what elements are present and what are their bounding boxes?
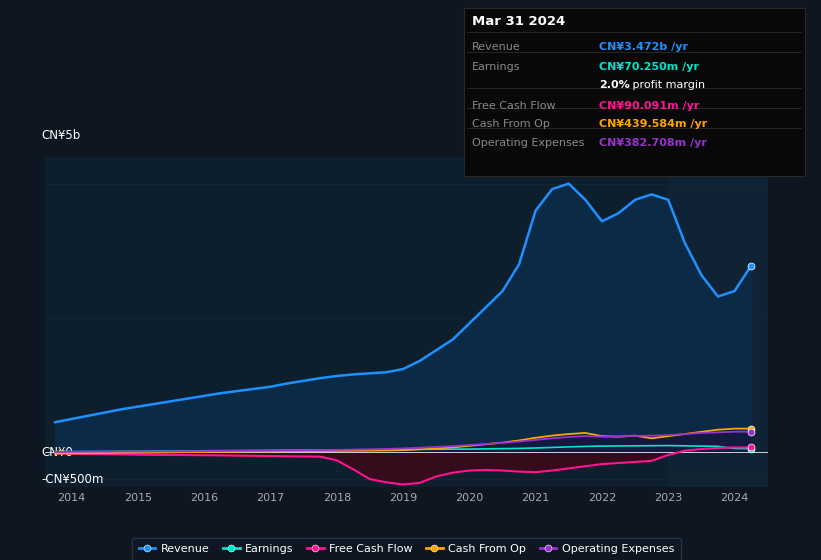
Text: CN¥0: CN¥0 [42, 446, 73, 459]
Text: Operating Expenses: Operating Expenses [472, 138, 585, 148]
Text: Mar 31 2024: Mar 31 2024 [472, 15, 566, 28]
Text: Revenue: Revenue [472, 42, 521, 52]
Text: Free Cash Flow: Free Cash Flow [472, 101, 556, 111]
Text: -CN¥500m: -CN¥500m [42, 473, 104, 486]
Text: CN¥5b: CN¥5b [42, 129, 80, 142]
Text: CN¥3.472b /yr: CN¥3.472b /yr [599, 42, 688, 52]
Text: Earnings: Earnings [472, 62, 521, 72]
Bar [668, 157, 768, 487]
Text: CN¥90.091m /yr: CN¥90.091m /yr [599, 101, 699, 111]
Text: 2.0%: 2.0% [599, 80, 630, 90]
Text: profit margin: profit margin [629, 80, 705, 90]
Legend: Revenue, Earnings, Free Cash Flow, Cash From Op, Operating Expenses: Revenue, Earnings, Free Cash Flow, Cash … [132, 538, 681, 560]
Text: CN¥70.250m /yr: CN¥70.250m /yr [599, 62, 699, 72]
Text: CN¥382.708m /yr: CN¥382.708m /yr [599, 138, 707, 148]
Text: Cash From Op: Cash From Op [472, 119, 550, 129]
Text: CN¥439.584m /yr: CN¥439.584m /yr [599, 119, 708, 129]
